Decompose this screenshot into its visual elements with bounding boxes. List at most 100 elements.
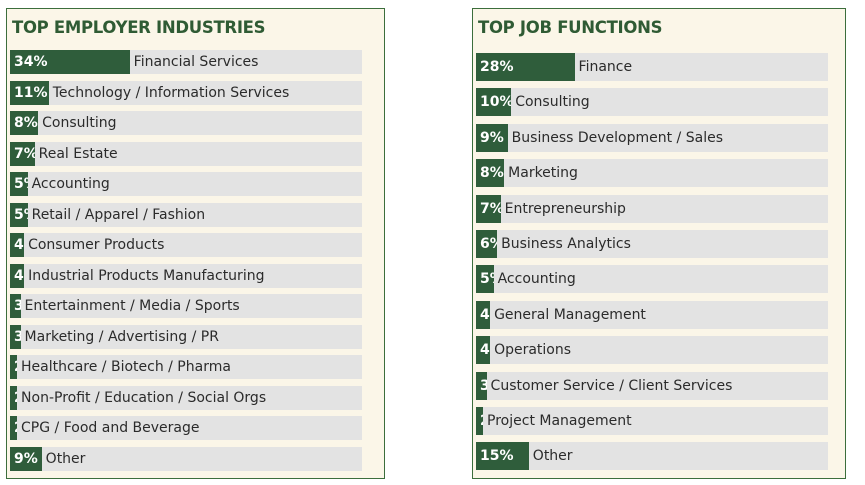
industry-category-label: Consumer Products <box>28 237 165 253</box>
industry-category-label: CPG / Food and Beverage <box>21 420 200 436</box>
industry-bar: 8% <box>10 111 39 135</box>
industry-bar: 5% <box>10 172 28 196</box>
function-value-label: 7% <box>480 200 501 217</box>
industry-bar: 2% <box>10 355 18 379</box>
industry-value-label: 9% <box>14 450 38 467</box>
industry-bar: 3% <box>10 294 21 318</box>
industry-row: 4%Consumer Products <box>10 233 362 257</box>
function-category-label: Finance <box>578 59 633 75</box>
industry-bar: 34% <box>10 50 130 74</box>
function-value-label: 9% <box>480 129 504 146</box>
function-value-label: 3% <box>480 377 487 394</box>
industry-row: 8% Consulting <box>10 111 362 135</box>
industry-bar: 2% <box>10 416 18 440</box>
function-bar: 6% <box>476 230 498 258</box>
function-row: 15% Other <box>476 442 828 471</box>
function-category-label: Entrepreneurship <box>504 200 626 217</box>
industry-category-label: Healthcare / Biotech / Pharma <box>21 359 231 375</box>
function-category-label: Business Development / Sales <box>511 129 723 146</box>
function-category-label: Consulting <box>515 94 590 111</box>
industry-value-label: 3% <box>14 328 21 345</box>
industry-row: 2%Healthcare / Biotech / Pharma <box>10 355 362 379</box>
function-row: 8% Marketing <box>476 159 828 188</box>
industry-row: 7%Real Estate <box>10 141 362 166</box>
function-row: 5%Accounting <box>476 265 828 294</box>
function-bar: 28% <box>476 53 575 81</box>
industry-bar: 4% <box>10 263 25 288</box>
industry-bar: 7% <box>10 141 35 166</box>
function-category-label: Customer Service / Client Services <box>490 377 733 394</box>
job-functions-title: TOP JOB FUNCTIONS <box>478 18 663 37</box>
industry-row: 3%Entertainment / Media / Sports <box>10 294 362 318</box>
function-bar: 2 <box>476 407 484 435</box>
industry-category-label: Marketing / Advertising / PR <box>24 328 219 345</box>
industry-category-label: Non-Profit / Education / Social Orgs <box>21 389 267 406</box>
function-bar: 3% <box>476 371 487 400</box>
function-row: 3%Customer Service / Client Services <box>476 371 828 400</box>
function-row: 9% Business Development / Sales <box>476 123 828 152</box>
function-value-label: 15% <box>480 448 514 465</box>
function-row: 7%Entrepreneurship <box>476 194 828 223</box>
function-row: 2Project Management <box>476 407 828 435</box>
industry-value-label: 4% <box>14 237 24 253</box>
function-value-label: 4% <box>480 342 490 359</box>
industry-category-label: Retail / Apparel / Fashion <box>31 206 206 223</box>
function-category-label: Business Analytics <box>501 236 631 252</box>
industry-row: 11% Technology / Information Services <box>10 80 362 105</box>
industry-row: 2%Non-Profit / Education / Social Orgs <box>10 385 362 410</box>
job-functions-panel: TOP JOB FUNCTIONS 28% Finance 10% Consultin… <box>472 8 846 479</box>
industry-value-label: 5% <box>14 176 28 192</box>
function-value-label: 6% <box>480 236 497 252</box>
function-row: 28% Finance <box>476 53 828 81</box>
function-value-label: 5% <box>480 271 494 288</box>
industry-category-label: Entertainment / Media / Sports <box>24 298 240 314</box>
industry-row: 5%Retail / Apparel / Fashion <box>10 202 362 227</box>
function-bar: 4% <box>476 300 491 329</box>
function-bar: 8% <box>476 159 505 188</box>
industry-bar: 2% <box>10 385 18 410</box>
function-bar: 9% <box>476 123 508 152</box>
industry-value-label: 8% <box>14 115 38 131</box>
function-value-label: 28% <box>480 59 514 75</box>
industry-row: 2%CPG / Food and Beverage <box>10 416 362 440</box>
function-category-label: Operations <box>494 342 572 359</box>
function-bar: 10% <box>476 88 512 117</box>
function-row: 10% Consulting <box>476 88 828 117</box>
function-bar: 5% <box>476 265 494 294</box>
function-value-label: 8% <box>480 165 504 182</box>
industry-value-label: 2% <box>14 390 17 406</box>
function-bar: 7% <box>476 194 501 223</box>
function-category-label: Marketing <box>508 165 578 182</box>
industry-row: 34% Financial Services <box>10 50 362 74</box>
industry-category-label: Other <box>45 450 86 467</box>
industry-value-label: 34% <box>14 54 48 70</box>
function-category-label: Other <box>532 448 573 465</box>
industry-bar: 5% <box>10 202 28 227</box>
industry-bar: 4% <box>10 233 25 257</box>
industry-category-label: Consulting <box>42 115 117 131</box>
function-row: 6%Business Analytics <box>476 230 828 258</box>
function-category-label: Accounting <box>497 271 576 288</box>
function-bar: 15% <box>476 442 529 471</box>
industry-category-label: Industrial Products Manufacturing <box>28 267 265 284</box>
industry-value-label: 3% <box>14 298 21 314</box>
industry-row: 4%Industrial Products Manufacturing <box>10 263 362 288</box>
function-category-label: Project Management <box>487 413 632 429</box>
function-bar: 4% <box>476 336 491 365</box>
industry-value-label: 2% <box>14 359 17 375</box>
industry-value-label: 11% <box>14 84 48 101</box>
industry-category-label: Technology / Information Services <box>52 84 290 101</box>
industry-value-label: 7% <box>14 145 35 162</box>
industry-category-label: Real Estate <box>38 145 118 162</box>
industry-category-label: Accounting <box>31 176 110 192</box>
industry-value-label: 2% <box>14 420 17 436</box>
industry-row: 5%Accounting <box>10 172 362 196</box>
function-row: 4%Operations <box>476 336 828 365</box>
industry-category-label: Financial Services <box>133 54 259 70</box>
function-value-label: 10% <box>480 94 512 111</box>
industry-bar: 9% <box>10 446 42 471</box>
function-value-label: 2 <box>480 413 483 429</box>
industry-row: 9% Other <box>10 446 362 471</box>
industry-bar: 11% <box>10 80 49 105</box>
industry-value-label: 4% <box>14 267 24 284</box>
